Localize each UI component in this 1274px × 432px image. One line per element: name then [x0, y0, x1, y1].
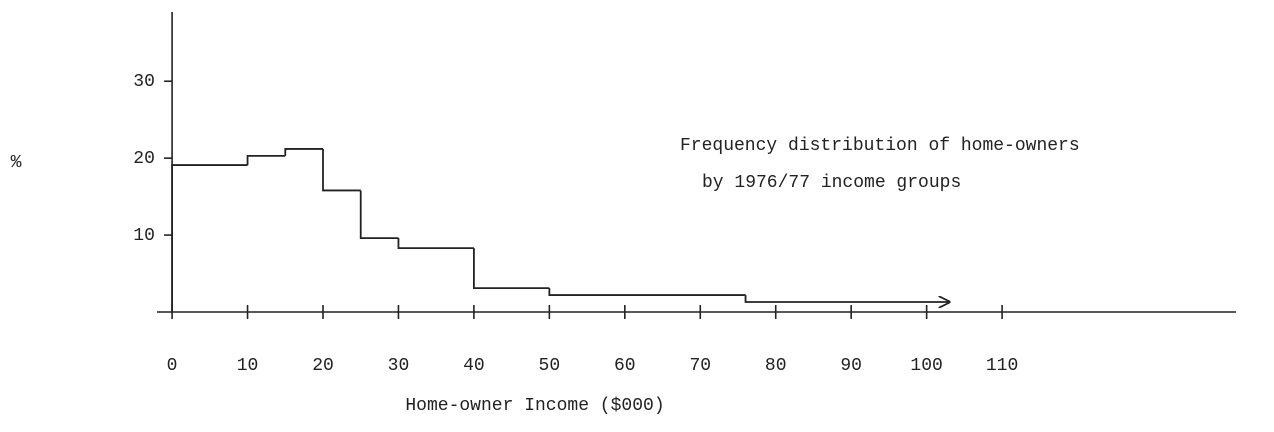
x-tick-label: 40: [463, 356, 485, 376]
x-tick-label: 80: [765, 356, 787, 376]
x-axis-label: Home-owner Income ($000): [405, 396, 664, 416]
y-axis-label: %: [11, 153, 22, 173]
x-tick-label: 70: [689, 356, 711, 376]
x-tick-label: 110: [986, 356, 1018, 376]
x-tick-label: 20: [312, 356, 334, 376]
histogram-step: [397, 238, 474, 250]
histogram-step: [744, 295, 950, 302]
histogram-step: [246, 154, 286, 166]
histogram-step: [284, 148, 323, 156]
x-tick-label: 100: [910, 356, 942, 376]
histogram-step: [359, 190, 399, 240]
histogram-step: [171, 164, 248, 312]
x-tick-label: 60: [614, 356, 636, 376]
y-tick-label: 10: [133, 226, 155, 246]
x-tick-label: 0: [167, 356, 178, 376]
x-tick-label: 30: [388, 356, 410, 376]
x-tick-label: 50: [539, 356, 561, 376]
histogram-step: [548, 288, 746, 296]
histogram-step: [473, 248, 550, 290]
histogram-step: [322, 148, 361, 192]
y-tick-label: 30: [133, 72, 155, 92]
x-tick-label: 90: [840, 356, 862, 376]
chart-title: Frequency distribution of home-owners: [680, 136, 1080, 156]
x-tick-label: 10: [237, 356, 259, 376]
chart-title: by 1976/77 income groups: [702, 173, 961, 193]
y-tick-label: 20: [133, 149, 155, 169]
